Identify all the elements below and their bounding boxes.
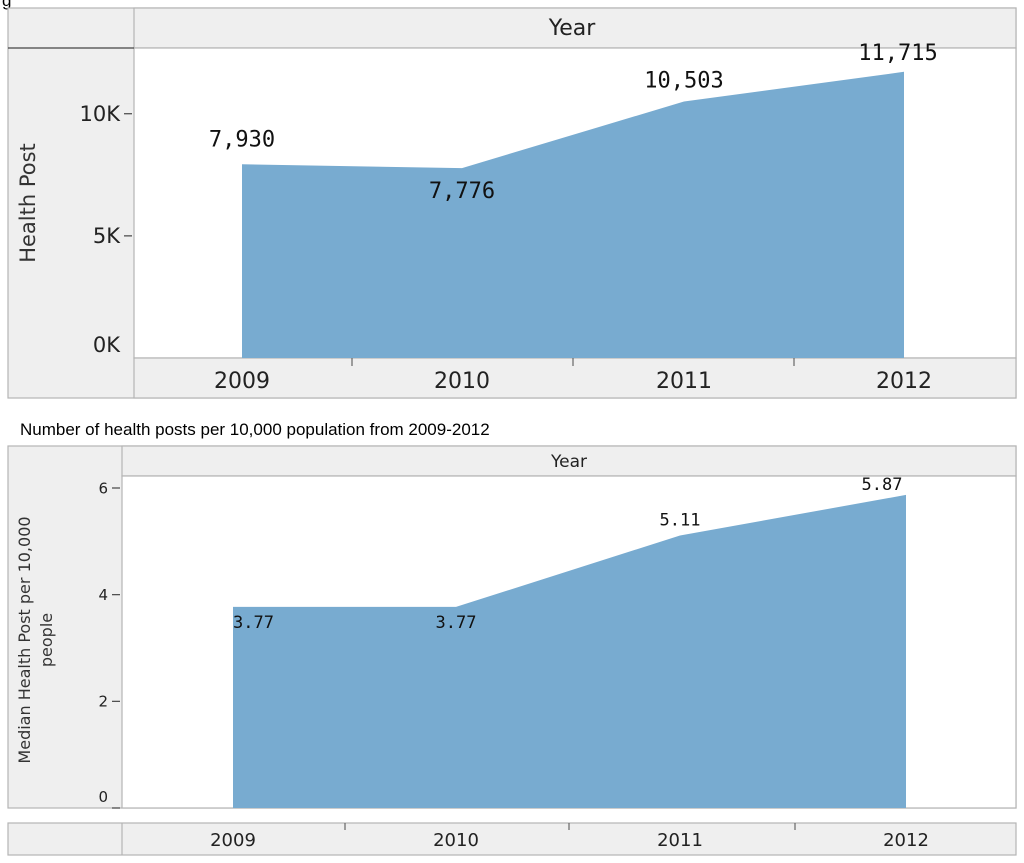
- chart-2-y-tick-label: 6: [98, 479, 108, 497]
- chart-1-x-tick-label: 2011: [656, 369, 712, 394]
- chart-2-y-tick-label: 0: [98, 788, 108, 806]
- chart-1-y-ticks: 0K 5K 10K: [80, 102, 132, 357]
- chart-2-value-label: 5.11: [660, 510, 701, 530]
- chart-2-title: Number of health posts per 10,000 popula…: [20, 420, 490, 439]
- caption-fragment: g: [2, 0, 11, 10]
- chart-1-x-axis-band: [133, 357, 1017, 399]
- chart-1-column-header-label: Year: [548, 16, 597, 41]
- chart-1-x-tick-label: 2012: [876, 369, 932, 394]
- chart-2-column-header: [121, 445, 1017, 477]
- chart-2-column-header-label: Year: [550, 452, 587, 472]
- chart-2-x-tick-label: 2009: [210, 830, 256, 851]
- chart-2-area-layer: [232, 494, 907, 808]
- chart-1-x-tick-label: 2009: [214, 369, 270, 394]
- chart-1-value-label: 7,930: [209, 127, 275, 152]
- chart-2-x-tick-label: 2010: [433, 830, 479, 851]
- chart-1-area-layer: [241, 71, 905, 359]
- chart-1-y-axis-label: Health Post: [16, 143, 40, 263]
- chart-1-value-label: 7,776: [429, 179, 495, 204]
- chart-2-value-label: 3.77: [233, 613, 274, 633]
- chart-2-x-ticks: 2009 2010 2011 2012: [210, 823, 929, 851]
- chart-2-value-label: 3.77: [436, 613, 477, 633]
- chart-2-x-axis-band: [7, 822, 1017, 856]
- chart-2-y-tick-label: 4: [98, 586, 108, 604]
- chart-1-y-tick-label: 10K: [80, 102, 122, 126]
- chart-1-y-tick-label: 0K: [93, 333, 121, 357]
- chart-1-x-tick-label: 2010: [434, 369, 490, 394]
- chart-2-x-tick-label: 2012: [883, 830, 929, 851]
- chart-2-area-series: [233, 494, 906, 808]
- chart-1-y-tick-label: 5K: [93, 224, 121, 248]
- chart-2-y-ticks: 0 2 4 6: [98, 479, 120, 809]
- chart-1-column-header: [133, 7, 1017, 49]
- chart-2-x-tick-label: 2011: [657, 830, 703, 851]
- chart-2-x-axis: 2009 2010 2011 2012: [7, 822, 1017, 856]
- chart-1-value-label: 10,503: [644, 68, 723, 93]
- chart-2-y-tick-label: 2: [98, 693, 108, 711]
- chart-2-value-label: 5.87: [862, 475, 903, 495]
- chart-1: Year Health Post 0K 5K 10K 7,930 7,776 10,50…: [7, 7, 1017, 399]
- chart-1-value-label: 11,715: [858, 41, 937, 66]
- chart-2-y-axis-label-line-2: people: [37, 613, 56, 667]
- chart-1-value-labels: 7,930 7,776 10,503 11,715: [209, 41, 938, 204]
- chart-2: Year Median Health Post per 10,000 peopl…: [7, 445, 1017, 809]
- chart-2-y-axis-label-line-1: Median Health Post per 10,000: [15, 516, 34, 763]
- chart-1-area-series: [242, 71, 904, 359]
- chart-1-x-ticks: 2009 2010 2011 2012: [214, 358, 932, 394]
- chart-2-value-labels: 3.77 3.77 5.11 5.87: [233, 475, 902, 633]
